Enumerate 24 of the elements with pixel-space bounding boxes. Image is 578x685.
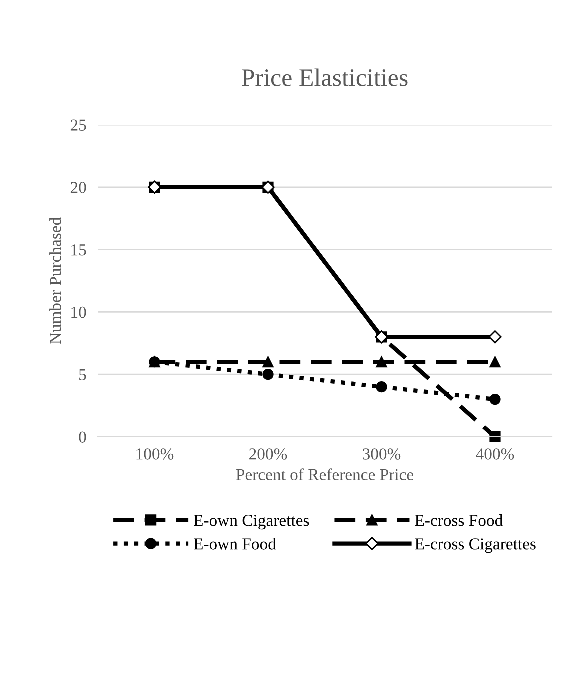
y-axis-title: Number Purchased bbox=[50, 218, 62, 344]
point bbox=[490, 356, 501, 368]
y-tick-label: 5 bbox=[80, 369, 86, 381]
y-tick-label: 10 bbox=[72, 306, 86, 318]
legend-label: E-cross Cigarettes bbox=[415, 538, 536, 554]
y-tick-label: 20 bbox=[70, 182, 86, 194]
y-tick-label: 0 bbox=[79, 432, 86, 443]
x-tick-label: 300% bbox=[363, 448, 401, 460]
y-tick-label: 25 bbox=[70, 120, 86, 131]
point bbox=[490, 394, 501, 406]
x-tick-label: 100% bbox=[136, 448, 174, 460]
point bbox=[376, 356, 388, 368]
x-tick-label: 200% bbox=[250, 448, 288, 460]
legend-label: E-own Food bbox=[194, 538, 276, 550]
point bbox=[376, 382, 388, 393]
x-axis-title: Percent of Reference Price bbox=[236, 468, 414, 481]
point bbox=[488, 330, 502, 344]
legend-label: E-cross Food bbox=[415, 514, 503, 526]
point bbox=[262, 369, 274, 380]
y-tick-label: 15 bbox=[72, 244, 86, 256]
point bbox=[262, 356, 274, 368]
legend-label: E-own Cigarettes bbox=[194, 515, 310, 530]
chart-title: Price Elasticities bbox=[242, 68, 408, 86]
x-tick-label: 400% bbox=[476, 448, 514, 460]
